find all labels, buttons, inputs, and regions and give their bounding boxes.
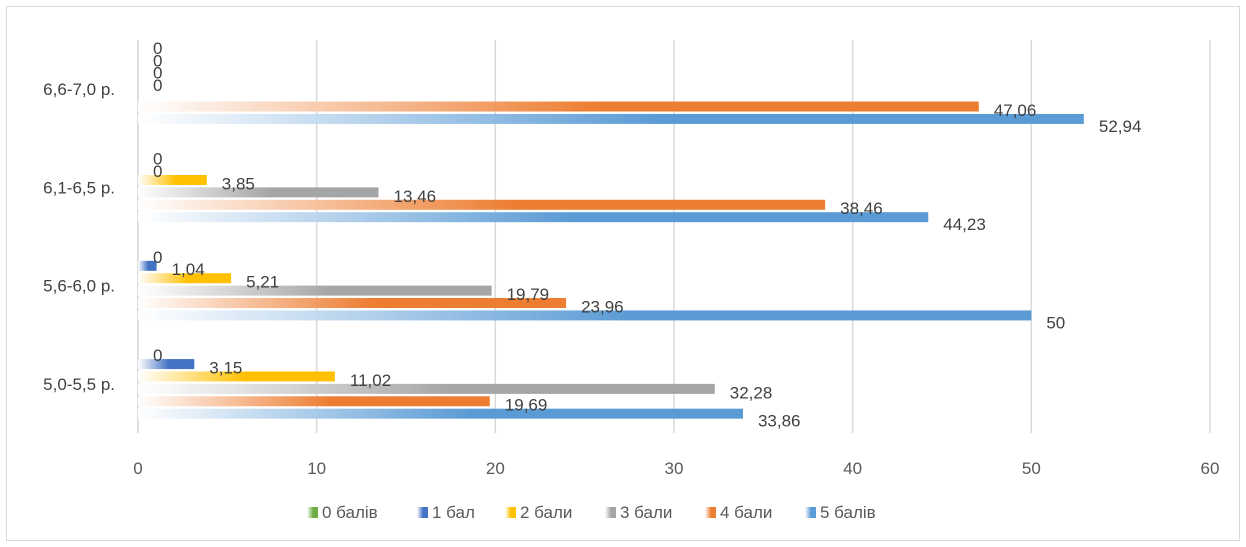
x-tick-label: 10 xyxy=(307,459,326,478)
category-label: 5,6-6,0 р. xyxy=(43,277,115,296)
legend-label: 5 балів xyxy=(820,503,876,522)
legend-swatch xyxy=(705,507,716,518)
data-label: 13,46 xyxy=(393,187,436,206)
category-label: 5,0-5,5 р. xyxy=(43,375,115,394)
bar xyxy=(138,310,1032,321)
legend-swatch xyxy=(605,507,616,518)
legend-swatch xyxy=(307,507,318,518)
bar xyxy=(138,383,715,394)
bar xyxy=(138,187,379,198)
data-label: 44,23 xyxy=(943,215,986,234)
bar xyxy=(138,408,743,419)
x-tick-label: 50 xyxy=(1022,459,1041,478)
legend-label: 0 балів xyxy=(322,503,378,522)
legend-label: 3 бали xyxy=(620,503,672,522)
data-label: 0 xyxy=(153,51,162,70)
legend-label: 1 бал xyxy=(432,503,475,522)
legend-swatch xyxy=(805,507,816,518)
data-label: 0 xyxy=(153,248,162,267)
x-tick-label: 60 xyxy=(1201,459,1220,478)
legend-swatch xyxy=(417,507,428,518)
data-label: 19,79 xyxy=(507,285,550,304)
data-label: 5,21 xyxy=(246,273,279,292)
data-label: 0 xyxy=(153,64,162,83)
bar xyxy=(138,359,195,370)
bar xyxy=(138,285,492,296)
bar xyxy=(138,260,157,271)
data-label: 50 xyxy=(1046,313,1065,332)
x-tick-label: 20 xyxy=(486,459,505,478)
data-label: 0 xyxy=(153,76,162,95)
data-label: 47,06 xyxy=(994,101,1037,120)
data-label: 33,86 xyxy=(758,412,801,431)
data-label: 1,04 xyxy=(172,260,205,279)
bar xyxy=(138,113,1084,124)
x-tick-label: 40 xyxy=(843,459,862,478)
category-label: 6,1-6,5 р. xyxy=(43,178,115,197)
x-tick-label: 0 xyxy=(133,459,142,478)
data-label: 32,28 xyxy=(730,383,773,402)
bar xyxy=(138,212,929,223)
bar xyxy=(138,174,207,185)
legend-label: 4 бали xyxy=(720,503,772,522)
data-label: 38,46 xyxy=(840,199,883,218)
data-label: 0 xyxy=(153,150,162,169)
bar xyxy=(138,396,490,407)
legend-label: 2 бали xyxy=(520,503,572,522)
data-label: 11,02 xyxy=(350,371,391,390)
data-label: 0 xyxy=(153,39,162,58)
x-tick-label: 30 xyxy=(665,459,684,478)
bar xyxy=(138,101,979,112)
data-label: 3,85 xyxy=(222,174,255,193)
data-label: 0 xyxy=(153,346,162,365)
data-label: 3,15 xyxy=(209,358,242,377)
bar xyxy=(138,199,826,210)
bar xyxy=(138,298,567,309)
data-label: 19,69 xyxy=(505,396,548,415)
legend-swatch xyxy=(505,507,516,518)
data-label: 23,96 xyxy=(581,297,624,316)
bar xyxy=(138,371,335,382)
data-label: 0 xyxy=(153,162,162,181)
category-label: 6,6-7,0 р. xyxy=(43,80,115,99)
bar xyxy=(138,273,232,284)
data-label: 52,94 xyxy=(1099,117,1142,136)
